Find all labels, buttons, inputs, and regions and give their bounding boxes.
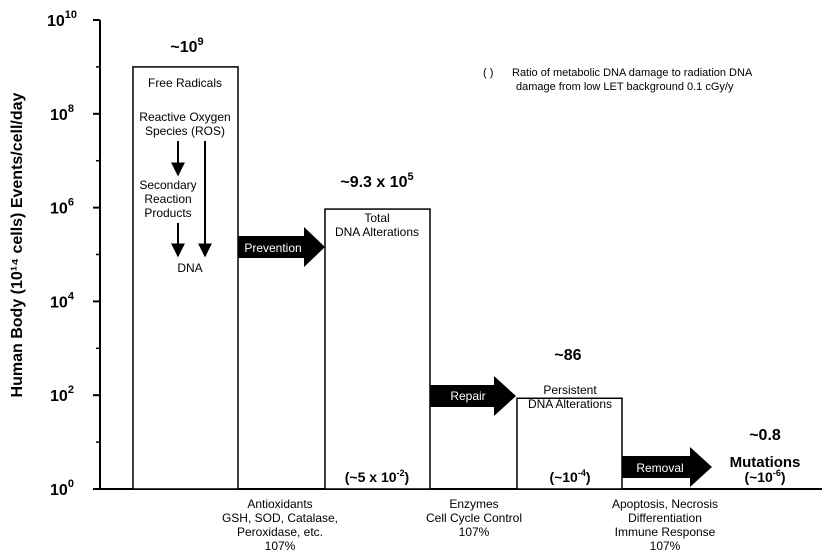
y-tick-label: 108 — [50, 103, 74, 124]
bar-4-label-1: Mutations — [730, 454, 801, 471]
prevention-arrow-shape — [238, 227, 325, 267]
y-axis-title: Human Body (10¹⁴ cells) Events/cell/day — [9, 92, 26, 397]
y-ticks: 100 102 104 106 108 1010 — [47, 9, 100, 499]
bar-1-free-radicals: Free Radicals — [148, 76, 222, 90]
bar-3-ratio: (~10-4) — [549, 468, 590, 485]
repair-arrow: Repair — [430, 376, 516, 416]
caption-removal-line-2: Differentiation — [628, 511, 702, 525]
removal-arrow-shape — [622, 447, 712, 487]
bar-3-top-label: ~86 — [554, 347, 581, 364]
caption-prevention-line-3: Peroxidase, etc. — [237, 525, 323, 539]
caption-prevention: Antioxidants GSH, SOD, Catalase, Peroxid… — [222, 497, 338, 553]
bar-1-reactive-oxygen: Reactive Oxygen — [139, 110, 230, 124]
legend-line-1: Ratio of metabolic DNA damage to radiati… — [512, 67, 753, 79]
bar-1-dna: DNA — [177, 261, 202, 275]
bar-2-label-2: DNA Alterations — [335, 225, 419, 239]
bar-4-ratio: (~10-6) — [744, 468, 785, 485]
legend-symbol: ( ) — [483, 67, 493, 79]
bar-3-label-2: DNA Alterations — [528, 397, 612, 411]
y-tick-label: 1010 — [47, 9, 77, 30]
removal-arrow-label: Removal — [636, 461, 683, 475]
bar-2-label-1: Total — [364, 211, 389, 225]
caption-repair-line-2: Cell Cycle Control — [426, 511, 522, 525]
caption-prevention-line-2: GSH, SOD, Catalase, — [222, 511, 338, 525]
caption-removal-line-1: Apoptosis, Necrosis — [612, 497, 718, 511]
prevention-arrow-label: Prevention — [244, 241, 301, 255]
bar-2-ratio: (~5 x 10-2) — [345, 468, 409, 485]
bar-1-secondary: Secondary — [139, 178, 196, 192]
y-tick-label: 102 — [50, 384, 74, 405]
legend-note: ( ) Ratio of metabolic DNA damage to rad… — [483, 67, 753, 93]
bar-1-reaction: Reaction — [144, 192, 191, 206]
bar-3-label-1: Persistent — [543, 383, 597, 397]
caption-removal-line-4: 107% — [650, 539, 681, 553]
bar-4-top-label: ~0.8 — [749, 427, 781, 444]
bar-1-content: Free Radicals Reactive Oxygen Species (R… — [139, 76, 230, 275]
repair-arrow-label: Repair — [450, 389, 485, 403]
bar-2-top-label: ~9.3 x 105 — [340, 171, 413, 191]
bar-2 — [324, 208, 431, 490]
bar-1-top-label: ~109 — [170, 36, 203, 56]
bars — [132, 66, 623, 490]
caption-repair-line-1: Enzymes — [449, 497, 498, 511]
repair-arrow-shape — [430, 376, 516, 416]
y-tick-label: 104 — [50, 290, 75, 311]
caption-prevention-line-4: 107% — [265, 539, 296, 553]
caption-removal: Apoptosis, Necrosis Differentiation Immu… — [612, 497, 718, 553]
caption-removal-line-3: Immune Response — [615, 525, 716, 539]
legend-line-2: damage from low LET background 0.1 cGy/y — [516, 81, 734, 93]
prevention-arrow: Prevention — [238, 227, 325, 267]
bar-1-species-ros: Species (ROS) — [145, 124, 225, 138]
bar-3 — [516, 397, 623, 490]
caption-repair: Enzymes Cell Cycle Control 107% — [426, 497, 522, 539]
y-tick-label: 106 — [50, 197, 74, 218]
removal-arrow: Removal — [622, 447, 712, 487]
caption-repair-line-3: 107% — [459, 525, 490, 539]
bar-1-products: Products — [144, 206, 191, 220]
bar-1 — [132, 66, 239, 490]
y-tick-label: 100 — [50, 478, 74, 499]
caption-prevention-line-1: Antioxidants — [247, 497, 312, 511]
